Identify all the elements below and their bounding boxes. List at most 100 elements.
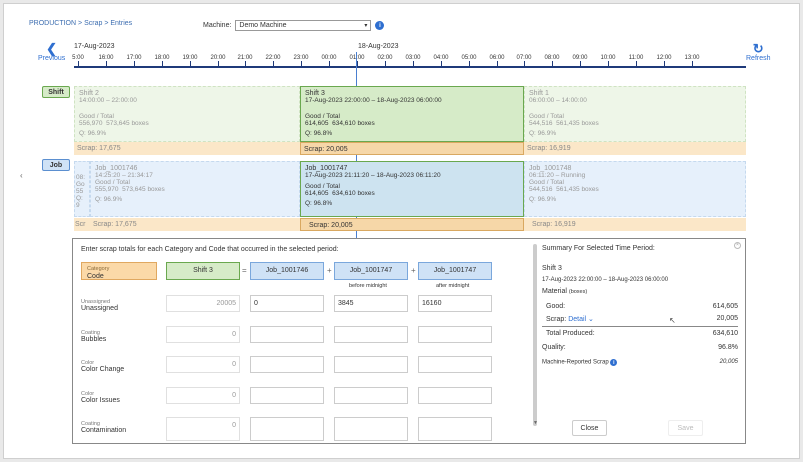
good-value: 544,516 — [529, 186, 553, 193]
job-scrap-input[interactable] — [334, 387, 408, 404]
breadcrumb: PRODUCTION > Scrap > Entries — [29, 20, 132, 27]
good-value: 614,605 — [305, 120, 329, 127]
plus-sign: + — [327, 266, 332, 275]
shift-block-selected[interactable]: Shift 3 17-Aug-2023 22:00:00 – 18-Aug-20… — [300, 86, 524, 142]
total-value: 561,435 — [556, 186, 580, 193]
quality-value: Q: 96.9% — [529, 196, 557, 203]
breadcrumb-scrap[interactable]: Scrap — [84, 20, 103, 27]
job-block[interactable]: Job_1001746 14:25:20 – 21:34:17 Good / T… — [90, 161, 300, 217]
timeline-tick — [664, 61, 665, 67]
good-label: Good: — [546, 303, 566, 310]
timeline-tick — [608, 61, 609, 67]
refresh-button[interactable]: ↻ Refresh — [746, 42, 771, 62]
total-label: / Total — [546, 179, 564, 186]
info-icon[interactable]: i — [610, 359, 618, 366]
close-icon[interactable]: × — [734, 242, 741, 249]
timeline-tick — [552, 61, 553, 67]
panel-title: Enter scrap totals for each Category and… — [81, 246, 339, 253]
job-header-1: Job_1001746 — [250, 262, 324, 280]
timeline-axis[interactable] — [74, 66, 746, 68]
timeline-tick-label: 04:00 — [433, 55, 449, 61]
job-scrap-input[interactable] — [418, 417, 492, 441]
shift-scrap-band-selected: Scrap: 20,005 — [300, 142, 524, 155]
good-value: 614,605 — [305, 190, 329, 197]
job-scrap-input[interactable]: 3845 — [334, 295, 408, 312]
job-scrap-input[interactable] — [250, 417, 324, 441]
category-code-label: Color Color Change — [81, 360, 124, 373]
job-block[interactable]: Job_1001748 06:11:20 – Running Good / To… — [524, 161, 746, 217]
timeline-tick-label: 17:00 — [126, 55, 142, 61]
timeline-tick-label: 16:00 — [98, 55, 114, 61]
category-label: Color — [81, 360, 95, 366]
machine-scrap-value: 20,005 — [719, 359, 738, 365]
save-button[interactable]: Save — [668, 420, 703, 436]
mouse-cursor-icon: ↖ — [669, 316, 676, 325]
total-label: / Total — [96, 113, 114, 120]
shift-time: 14:00:00 – 22:00:00 — [79, 97, 137, 104]
summary-panel: Summary For Selected Time Period: Shift … — [542, 245, 738, 366]
timeline-tick — [692, 61, 693, 67]
job-scrap-input[interactable] — [250, 387, 324, 404]
job-lane-label[interactable]: Job — [42, 159, 70, 171]
shift-block[interactable]: Shift 2 14:00:00 – 22:00:00 Good / Total… — [74, 86, 300, 142]
shift-lane-label[interactable]: Shift — [42, 86, 70, 98]
job-scrap-input[interactable]: 0 — [250, 295, 324, 312]
job-block-selected[interactable]: Job_1001747 17-Aug-2023 21:11:20 – 18-Au… — [300, 161, 524, 217]
machine-select[interactable]: Demo Machine ▾ — [235, 20, 372, 31]
scroll-down-icon[interactable]: ▼ — [533, 420, 538, 426]
timeline-tick-label: 01:00 — [349, 55, 365, 61]
code-label: Contamination — [81, 427, 127, 434]
timeline-tick-label: 21:00 — [237, 55, 253, 61]
job-scrap-input[interactable] — [418, 356, 492, 373]
quality-value: Q: 96.9% — [79, 130, 107, 137]
total-label: / Total — [322, 183, 340, 190]
previous-button[interactable]: ❮ Previous — [38, 42, 65, 62]
total-value: 634,610 — [332, 120, 356, 127]
job-scrap-input[interactable] — [334, 417, 408, 441]
job-scrap-input[interactable] — [250, 356, 324, 373]
timeline-tick-label: 5:00 — [72, 55, 84, 61]
good-label: Good — [305, 113, 321, 120]
quality-value: Q: 96.8% — [305, 130, 333, 137]
info-icon[interactable]: i — [375, 21, 385, 30]
job-time: 14:25:20 – 21:34:17 — [95, 172, 153, 179]
job-scrap-band: Scrap: 16,919 — [524, 218, 746, 231]
timeline-tick — [273, 61, 274, 67]
shift-name: Shift 1 — [529, 90, 549, 97]
shift-header: Shift 3 — [166, 262, 240, 280]
total-label: / Total — [546, 113, 564, 120]
close-button[interactable]: Close — [572, 420, 607, 436]
timeline-tick — [134, 61, 135, 67]
job-block-clipped[interactable]: 08: Go 55 Q: 9 — [74, 161, 90, 217]
after-midnight-label: after midnight — [436, 283, 470, 289]
job-scrap-input[interactable] — [418, 387, 492, 404]
timeline-tick-label: 02:00 — [377, 55, 393, 61]
timeline-tick — [218, 61, 219, 67]
breadcrumb-separator: > — [78, 20, 83, 27]
timeline-tick — [413, 61, 414, 67]
job-scrap-input[interactable]: 16160 — [418, 295, 492, 312]
timeline-tick — [636, 61, 637, 67]
category-label: Unassigned — [81, 299, 111, 305]
job-scrap-input[interactable] — [334, 356, 408, 373]
unit: boxes — [357, 190, 375, 197]
shift-total-field: 0 — [166, 387, 240, 404]
category-header-label: Category — [87, 266, 110, 272]
chevron-left-icon[interactable]: ‹ — [20, 171, 23, 180]
detail-link[interactable]: Detail ⌄ — [568, 316, 594, 323]
quality-value: Q: 96.9% — [95, 196, 123, 203]
good-label: Good — [305, 183, 321, 190]
breadcrumb-production[interactable]: PRODUCTION — [29, 20, 77, 27]
detail-link-label: Detail — [568, 316, 587, 323]
good-label: Good — [529, 179, 545, 186]
timeline-tick — [580, 61, 581, 67]
summary-total-row: Total Produced: 634,610 — [542, 330, 738, 337]
shift-block[interactable]: Shift 1 06:00:00 – 14:00:00 Good / Total… — [524, 86, 746, 142]
date-mid: 18-Aug-2023 — [358, 43, 399, 50]
job-scrap-input[interactable] — [334, 326, 408, 343]
before-midnight-label: before midnight — [349, 283, 387, 289]
panel-scrollbar[interactable] — [533, 244, 537, 426]
job-scrap-input[interactable] — [250, 326, 324, 343]
job-scrap-input[interactable] — [418, 326, 492, 343]
unit: boxes — [357, 120, 375, 127]
